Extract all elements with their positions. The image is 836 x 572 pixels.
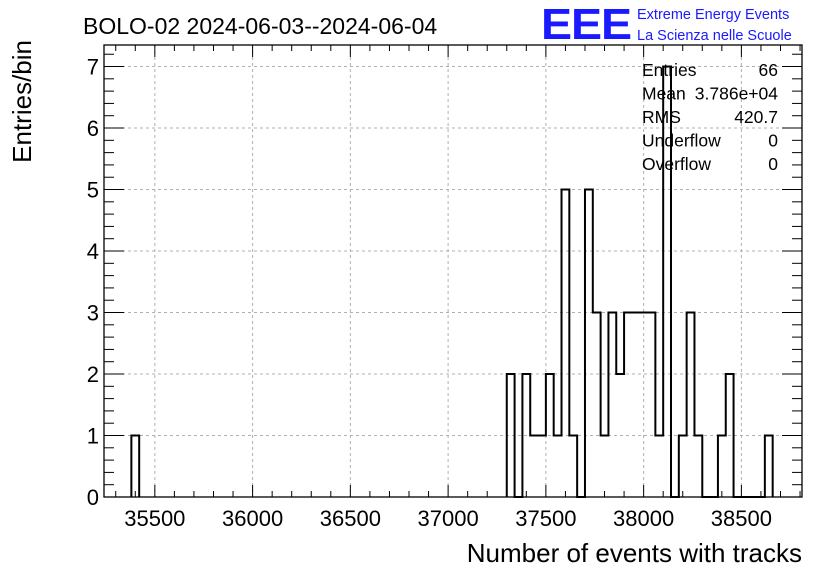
y-tick-label: 3 <box>87 301 99 326</box>
grid-lines <box>104 45 802 497</box>
x-tick-label: 37000 <box>418 506 479 531</box>
x-tick-label: 35500 <box>124 506 185 531</box>
y-tick-label: 1 <box>87 424 99 449</box>
eee-logo: EEE Extreme Energy Events La Scienza nel… <box>541 0 792 49</box>
x-axis-label: Number of events with tracks <box>467 538 802 568</box>
stats-value: 66 <box>759 60 778 80</box>
y-axis-label: Entries/bin <box>7 40 37 163</box>
y-tick-label: 2 <box>87 362 99 387</box>
plot-frame <box>103 44 803 498</box>
y-tick-label: 4 <box>87 239 99 264</box>
stats-label: Underflow <box>642 131 721 151</box>
stats-value: 0 <box>768 131 778 151</box>
stats-label: Entries <box>642 60 697 80</box>
stats-box: Entries 66 Mean 3.786e+04 RMS 420.7 Underflow 0… <box>642 60 778 174</box>
stats-label: Mean <box>642 84 686 104</box>
stats-value: 0 <box>768 154 778 174</box>
eee-logo-mark: EEE <box>541 0 631 49</box>
y-tick-label: 5 <box>87 178 99 203</box>
x-tick-label: 36000 <box>222 506 283 531</box>
chart-title: BOLO-02 2024-06-03--2024-06-04 <box>83 13 437 39</box>
tick-labels: 35500 36000 36500 37000 37500 38000 38500 0 1 2 3 4… <box>87 55 772 531</box>
eee-logo-line1: Extreme Energy Events <box>637 7 789 23</box>
x-tick-label: 38500 <box>711 506 772 531</box>
stats-value: 3.786e+04 <box>695 84 778 104</box>
axis-ticks <box>104 45 802 498</box>
stats-label: Overflow <box>642 154 711 174</box>
x-tick-label: 37500 <box>515 506 576 531</box>
y-tick-label: 0 <box>87 485 99 510</box>
y-tick-label: 6 <box>87 116 99 141</box>
eee-logo-line2: La Scienza nelle Scuole <box>637 28 792 44</box>
x-tick-label: 38000 <box>613 506 674 531</box>
histogram-outline <box>130 65 774 498</box>
y-tick-label: 7 <box>87 55 99 80</box>
stats-value: 420.7 <box>734 107 778 127</box>
x-tick-label: 36500 <box>320 506 381 531</box>
stats-label: RMS <box>642 107 681 127</box>
